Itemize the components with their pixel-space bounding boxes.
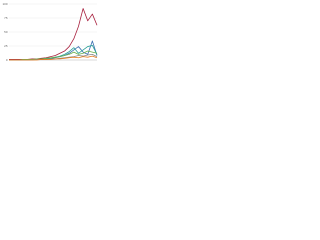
y-tick-label: 100 bbox=[2, 2, 7, 6]
series-line bbox=[9, 55, 98, 61]
y-tick-label: 0 bbox=[6, 58, 8, 62]
series-line bbox=[9, 8, 98, 60]
y-tick-label: 50 bbox=[4, 30, 8, 34]
y-tick-label: 75 bbox=[4, 16, 8, 20]
page: {"chart_data": {"type": "line", "categor… bbox=[0, 0, 320, 71]
series-line bbox=[9, 50, 98, 61]
chart: 0 25 50 75 100 bbox=[2, 2, 98, 62]
y-tick-label: 25 bbox=[4, 44, 8, 48]
